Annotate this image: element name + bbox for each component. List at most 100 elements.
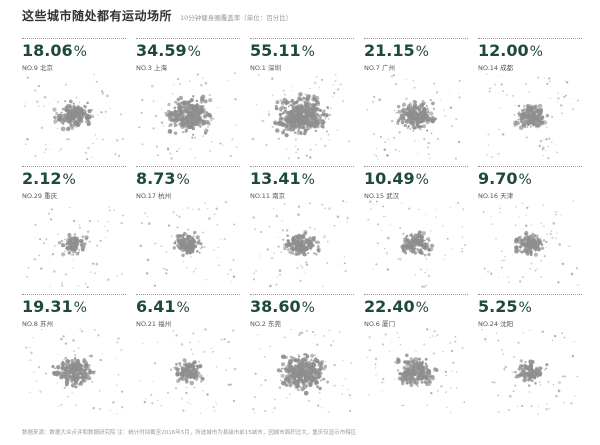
map-dot: [64, 342, 68, 345]
map-dot: [73, 239, 76, 243]
map-dot: [539, 120, 544, 126]
map-dot: [284, 110, 288, 113]
map-dot: [304, 120, 309, 125]
map-dot: [63, 367, 68, 372]
map-dot: [430, 392, 433, 395]
map-dot: [197, 108, 201, 112]
map-dot: [426, 107, 429, 110]
map-dot: [88, 369, 92, 373]
map-dot: [503, 368, 506, 371]
chart-subtitle: 10分钟健身圈覆盖率（单位：百分比）: [180, 14, 293, 22]
map-dot: [274, 122, 278, 125]
map-dot: [413, 251, 417, 255]
map-dot: [418, 238, 422, 242]
map-dot: [423, 239, 426, 242]
map-dot: [180, 123, 185, 128]
map-dot: [302, 353, 306, 356]
map-dot: [409, 120, 412, 123]
map-dot: [526, 103, 530, 108]
map-dot: [287, 368, 293, 374]
map-dot: [570, 272, 574, 276]
map-dot: [37, 366, 41, 369]
map-dot: [92, 143, 94, 145]
map-dot: [542, 239, 546, 242]
map-dot: [461, 247, 463, 250]
map-dot: [535, 366, 539, 370]
map-dot: [429, 243, 435, 248]
map-dot: [287, 157, 290, 160]
map-dot: [386, 154, 389, 157]
map-dot: [265, 143, 268, 146]
map-dot: [312, 237, 314, 239]
map-dot: [191, 133, 195, 136]
map-dot: [561, 375, 564, 378]
map-dot: [68, 206, 71, 209]
map-dot: [318, 86, 320, 89]
map-dot: [296, 236, 299, 240]
rank-label: NO.21 福州: [136, 320, 172, 328]
map-dot: [60, 148, 62, 150]
map-dot: [507, 276, 509, 278]
map-dot: [525, 251, 530, 256]
map-dot: [297, 156, 300, 160]
map-dot: [297, 361, 300, 365]
coverage-number: 19.31: [22, 297, 73, 316]
map-dot: [324, 117, 327, 120]
map-dot: [451, 248, 453, 250]
map-dot: [307, 399, 310, 402]
map-dot: [456, 201, 459, 204]
map-dot: [305, 371, 309, 375]
map-dot: [194, 364, 197, 367]
map-dot: [433, 367, 437, 372]
map-dot: [294, 138, 297, 141]
map-dot: [450, 387, 452, 389]
map-dot: [182, 409, 185, 412]
map-dot: [202, 231, 204, 234]
map-dot: [274, 106, 277, 109]
map-dot: [313, 228, 316, 230]
city-panel: 10.49% NO.15 武汉: [364, 166, 468, 292]
map-dot: [174, 123, 178, 127]
map-dot: [63, 115, 66, 119]
map-dot: [320, 364, 323, 367]
map-dot: [346, 221, 348, 224]
map-dot: [95, 262, 99, 266]
percent-sign: %: [187, 44, 201, 60]
map-dot: [421, 99, 425, 103]
map-dot: [97, 220, 99, 223]
map-dot: [332, 340, 335, 343]
map-dot: [215, 207, 219, 211]
map-dot: [305, 96, 310, 102]
map-dot: [75, 96, 78, 99]
map-dot: [193, 118, 198, 123]
map-dot: [414, 117, 417, 120]
map-dot: [526, 367, 530, 371]
map-dot: [66, 241, 71, 246]
map-dot: [182, 231, 187, 236]
map-dot: [413, 127, 416, 130]
map-dot: [557, 97, 560, 100]
map-dot: [297, 128, 300, 131]
map-dot: [189, 246, 193, 250]
coverage-number: 55.11: [250, 41, 301, 60]
map-dot: [198, 114, 201, 117]
map-dot: [542, 204, 544, 206]
map-dot: [549, 97, 551, 99]
map-dot: [290, 328, 292, 330]
map-dot: [336, 215, 340, 218]
map-dot: [301, 243, 306, 248]
percent-sign: %: [176, 300, 190, 316]
map-dot: [103, 225, 105, 227]
map-dot: [551, 236, 554, 240]
map-dot: [555, 395, 558, 398]
map-dot: [295, 100, 299, 104]
map-dot: [461, 346, 464, 349]
map-dot: [524, 242, 529, 247]
map-dot: [427, 111, 430, 114]
map-dot: [403, 374, 406, 377]
map-dot: [419, 268, 422, 271]
map-dot: [71, 370, 74, 372]
map-dot: [72, 339, 75, 342]
map-dot: [369, 200, 372, 203]
map-dot: [232, 329, 235, 332]
